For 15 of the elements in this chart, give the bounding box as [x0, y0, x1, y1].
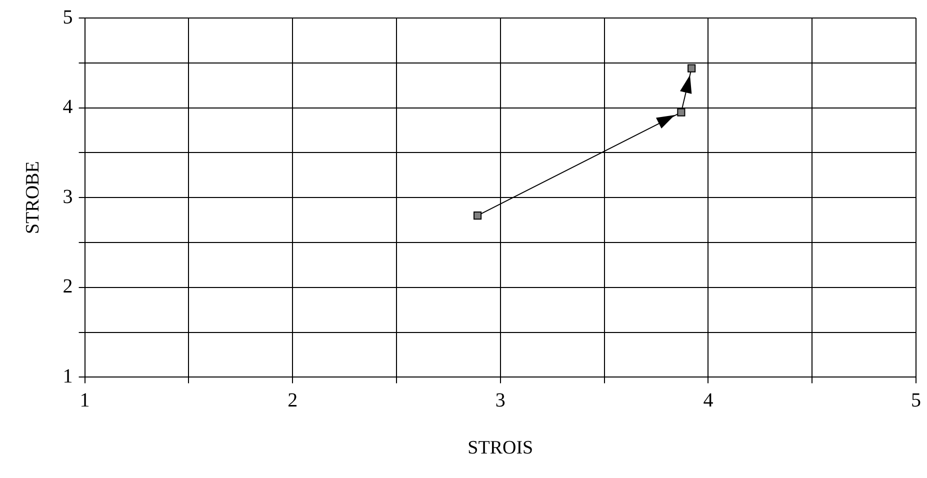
y-axis-title: STROBE — [22, 161, 44, 234]
y-tick-label: 4 — [62, 96, 73, 118]
x-tick-label: 5 — [911, 389, 921, 412]
x-tick-label: 4 — [703, 389, 714, 412]
point — [677, 108, 686, 116]
x-tick-label: 3 — [495, 389, 506, 412]
y-tick-label: 5 — [62, 6, 73, 28]
x-tick-label: 1 — [80, 389, 90, 412]
x-tick-label: 2 — [288, 389, 298, 412]
y-tick-label: 2 — [62, 276, 73, 298]
y-tick-label: 1 — [62, 365, 73, 388]
point — [474, 212, 482, 220]
y-tick-label: 3 — [62, 186, 73, 208]
x-axis-title: STROIS — [468, 438, 534, 459]
point — [688, 64, 696, 72]
